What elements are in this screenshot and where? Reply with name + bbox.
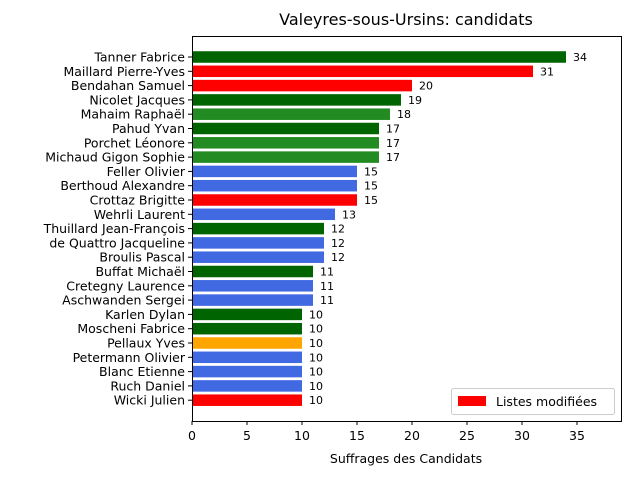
legend: Listes modifiées xyxy=(451,388,615,415)
y-tick-label: Berthoud Alexandre xyxy=(60,178,185,193)
bar xyxy=(192,194,357,206)
data-label: 10 xyxy=(309,394,323,407)
bar xyxy=(192,151,379,163)
bar xyxy=(192,380,302,392)
data-label: 12 xyxy=(331,251,345,264)
y-tick-label: Maillard Pierre-Yves xyxy=(63,64,185,79)
bar xyxy=(192,394,302,406)
data-label: 11 xyxy=(320,280,334,293)
legend-box xyxy=(451,388,615,415)
bar xyxy=(192,337,302,349)
bar xyxy=(192,208,335,221)
data-label: 20 xyxy=(419,80,433,93)
bar xyxy=(192,179,357,192)
y-tick-label: Crottaz Brigitte xyxy=(90,193,186,208)
bar xyxy=(192,65,533,78)
data-label: 10 xyxy=(309,351,323,364)
y-tick-label: Mahaim Raphaël xyxy=(81,107,185,122)
x-tick-label: 30 xyxy=(514,428,530,443)
data-label: 10 xyxy=(309,380,323,393)
data-label: 10 xyxy=(309,337,323,350)
data-label: 15 xyxy=(364,165,378,178)
y-tick-label: Bendahan Samuel xyxy=(71,78,185,93)
y-tick-label: Wehrli Laurent xyxy=(94,207,185,222)
y-tick-label: Cretegny Laurence xyxy=(66,278,185,293)
bars-group xyxy=(192,51,566,406)
data-label: 34 xyxy=(573,51,587,64)
bar xyxy=(192,122,379,135)
bar xyxy=(192,308,302,321)
bar xyxy=(192,222,324,235)
bar xyxy=(192,137,379,149)
bar xyxy=(192,294,313,306)
y-tick-label: Broulis Pascal xyxy=(99,250,185,265)
y-tick-label: Ruch Daniel xyxy=(110,378,185,393)
y-tick-label: Wicki Julien xyxy=(114,393,185,408)
data-label: 11 xyxy=(320,294,334,307)
data-label: 17 xyxy=(386,137,400,150)
data-label: 15 xyxy=(364,194,378,207)
bar xyxy=(192,51,566,63)
bar xyxy=(192,165,357,178)
data-label: 15 xyxy=(364,180,378,193)
y-tick-label: Blanc Etienne xyxy=(99,364,185,379)
x-tick-label: 10 xyxy=(294,428,310,443)
y-tick-label: de Quattro Jacqueline xyxy=(49,235,185,250)
bar xyxy=(192,237,324,249)
y-tick-label: Feller Olivier xyxy=(107,164,186,179)
data-label: 10 xyxy=(309,308,323,321)
y-tick-label: Porchet Léonore xyxy=(84,135,185,150)
plot-frame xyxy=(192,36,622,422)
y-tick-label: Tanner Fabrice xyxy=(93,50,185,65)
legend-swatch xyxy=(458,396,486,406)
y-tick-label: Karlen Dylan xyxy=(105,307,185,322)
bar xyxy=(192,251,324,263)
y-tick-label: Nicolet Jacques xyxy=(89,92,185,107)
y-tick-label: Thuillard Jean-François xyxy=(43,221,185,236)
y-tick-label: Aschwanden Sergei xyxy=(62,293,185,308)
data-label: 13 xyxy=(342,208,356,221)
data-label: 12 xyxy=(331,223,345,236)
data-label: 10 xyxy=(309,366,323,379)
data-label: 18 xyxy=(397,108,411,121)
legend-label: Listes modifiées xyxy=(496,394,597,409)
y-tick-label: Pahud Yvan xyxy=(112,121,185,136)
bar xyxy=(192,108,390,120)
data-labels: 3431201918171717151515131212121111111010… xyxy=(309,51,587,407)
x-tick-label: 25 xyxy=(459,428,475,443)
data-label: 17 xyxy=(386,123,400,136)
x-tick-label: 5 xyxy=(243,428,251,443)
bar xyxy=(192,365,302,378)
data-label: 17 xyxy=(386,151,400,164)
bar xyxy=(192,322,302,335)
data-label: 19 xyxy=(408,94,422,107)
bar xyxy=(192,351,302,364)
y-tick-label: Buffat Michaël xyxy=(95,264,185,279)
bar xyxy=(192,265,313,278)
x-tick-label: 20 xyxy=(404,428,420,443)
y-tick-label: Michaud Gigon Sophie xyxy=(45,150,185,165)
x-axis-label: Suffrages des Candidats xyxy=(330,451,482,466)
data-label: 10 xyxy=(309,323,323,336)
y-tick-label: Petermann Olivier xyxy=(73,350,186,365)
bar xyxy=(192,79,412,92)
y-tick-label: Moscheni Fabrice xyxy=(77,321,185,336)
data-label: 11 xyxy=(320,266,334,279)
bar xyxy=(192,94,401,106)
data-label: 31 xyxy=(540,65,554,78)
bar xyxy=(192,280,313,292)
x-tick-label: 15 xyxy=(349,428,365,443)
y-tick-label: Pellaux Yves xyxy=(107,336,185,351)
x-tick-label: 0 xyxy=(188,428,196,443)
x-axis-ticks: 0 5 10 15 20 25 30 35 xyxy=(188,421,585,443)
data-label: 12 xyxy=(331,237,345,250)
x-tick-label: 35 xyxy=(569,428,585,443)
chart-title: Valeyres-sous-Ursins: candidats xyxy=(279,10,533,29)
